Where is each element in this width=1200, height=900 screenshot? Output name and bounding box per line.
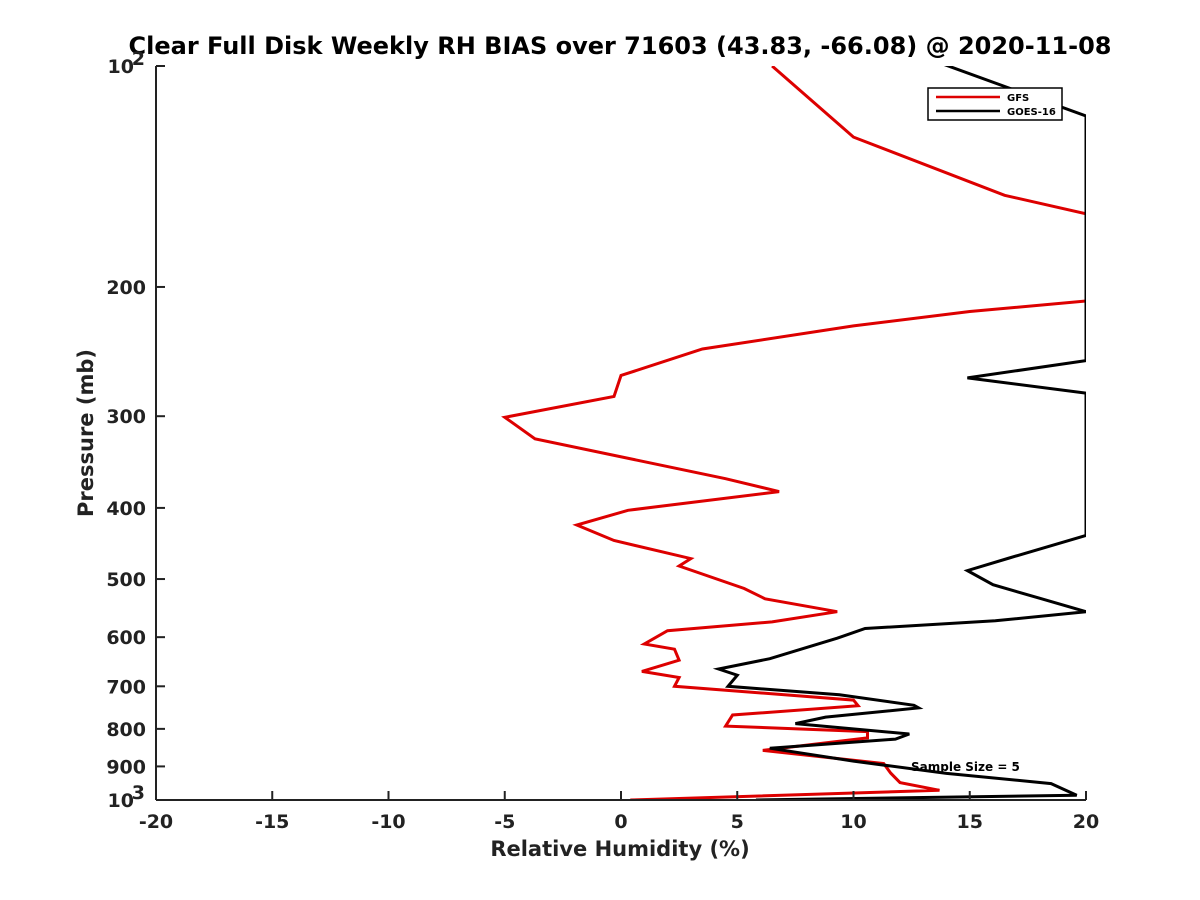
series-line-gfs	[501, 66, 1086, 800]
x-tick-label: 15	[957, 811, 983, 833]
x-tick-label: 20	[1073, 811, 1099, 833]
legend: GFS GOES-16	[927, 87, 1063, 121]
x-tick-label: 0	[614, 811, 627, 833]
series-line-goes-16	[712, 66, 1086, 800]
chart-title: Clear Full Disk Weekly RH BIAS over 7160…	[129, 32, 1112, 60]
axes	[155, 65, 1087, 801]
x-tick-label: -15	[255, 811, 289, 833]
y-tick-label: 500	[106, 569, 146, 591]
x-tick-label: -20	[139, 811, 173, 833]
y-tick-label: 10	[108, 790, 134, 812]
legend-box	[927, 87, 1063, 121]
plot-lines	[501, 66, 1086, 800]
y-axis-label: Pressure (mb)	[74, 349, 98, 517]
y-tick-label: 600	[106, 627, 146, 649]
x-tick-label: -10	[371, 811, 405, 833]
y-tick-label: 200	[106, 277, 146, 299]
y-tick-label: 300	[106, 406, 146, 428]
tick-labels: -20 -15 -10 -5 0 5 10 15 20102200300400500600700…	[106, 48, 1099, 833]
y-tick-label: 10	[108, 56, 134, 78]
x-tick-label: 5	[731, 811, 744, 833]
x-axis-label: Relative Humidity (%)	[490, 837, 749, 861]
legend-label: GOES-16	[1007, 107, 1056, 118]
sample-size-annotation: Sample Size = 5	[911, 760, 1020, 774]
y-tick-label: 700	[106, 676, 146, 698]
y-tick-label: 800	[106, 719, 146, 741]
x-tick-label: -5	[494, 811, 515, 833]
y-tick-label: 400	[106, 498, 146, 520]
y-tick-exponent: 2	[132, 48, 145, 70]
y-tick-exponent: 3	[132, 782, 145, 804]
y-tick-label: 900	[106, 756, 146, 778]
x-tick-label: 10	[840, 811, 866, 833]
legend-label: GFS	[1007, 93, 1029, 104]
